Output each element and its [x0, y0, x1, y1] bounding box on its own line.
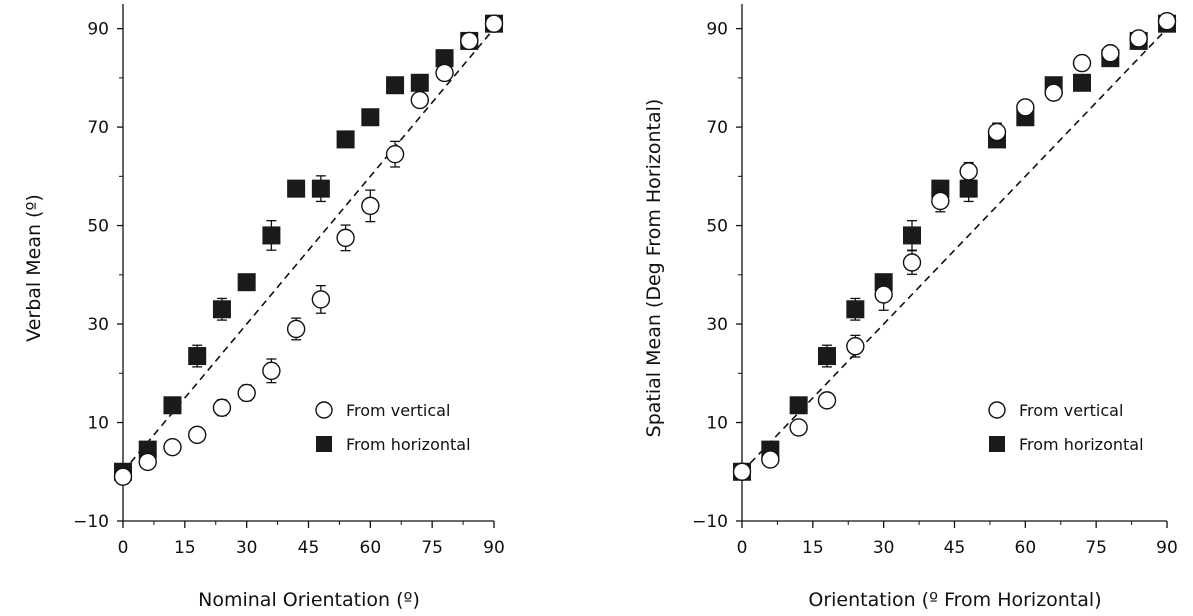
data-point-circle	[846, 337, 865, 356]
data-point-circle	[817, 391, 837, 410]
y-tick-label: 90	[87, 20, 109, 40]
data-point-circle	[1016, 98, 1035, 117]
x-tick-label: 30	[873, 538, 895, 558]
x-axis-label: Nominal Orientation (º)	[198, 589, 420, 611]
x-tick-label: 0	[737, 538, 748, 558]
data-point-square	[212, 300, 231, 319]
legend: From vertical From horizontal	[315, 401, 471, 454]
data-point-circle	[262, 361, 281, 381]
data-point-circle	[187, 425, 207, 445]
data-point-circle	[163, 437, 182, 457]
x-tick-label: 75	[421, 538, 443, 558]
data-point-circle	[311, 290, 331, 309]
x-tick-label: 90	[1156, 538, 1178, 558]
verbal-mean-panel: −10 10 30 50 70 90 0 15 30 45 60 75 90 Nominal Orient…	[23, 4, 505, 611]
data-point-square	[262, 226, 281, 245]
y-tick-label: 30	[706, 315, 728, 335]
data-point-square	[789, 396, 808, 415]
data-point-square	[361, 108, 380, 127]
y-tick-label: −10	[73, 512, 109, 532]
data-point-circle	[959, 162, 978, 181]
data-point-circle	[902, 253, 922, 272]
data-point-square	[163, 396, 182, 415]
data-point-circle	[484, 14, 504, 33]
data-point-square	[846, 300, 865, 319]
y-axis-label: Verbal Mean (º)	[23, 194, 45, 342]
x-tick-label: 0	[118, 538, 129, 558]
data-point-square	[336, 130, 355, 149]
data-point-circle	[1101, 44, 1120, 63]
identity-reference-line	[741, 28, 1168, 473]
y-tick-label: −10	[692, 512, 728, 532]
data-point-square	[959, 179, 978, 198]
spatial-mean-panel: −10 10 30 50 70 90 0 15 30 45 60 75 90 Orientation (º…	[643, 4, 1178, 611]
data-point-square	[1073, 73, 1091, 92]
x-tick-label: 45	[298, 538, 320, 558]
data-point-square	[311, 179, 330, 198]
data-point-circle	[138, 452, 157, 472]
data-point-circle	[237, 383, 256, 403]
data-point-circle	[435, 63, 454, 83]
legend-label: From horizontal	[1019, 435, 1144, 454]
series-from-vertical	[113, 14, 504, 486]
legend-label: From vertical	[1019, 401, 1123, 420]
y-tick-label: 10	[706, 414, 728, 434]
y-tick-label: 90	[706, 20, 728, 40]
data-point-circle	[113, 467, 133, 486]
data-point-circle	[286, 319, 306, 339]
x-tick-label: 90	[483, 538, 505, 558]
legend-marker-square	[989, 436, 1005, 452]
data-point-circle	[761, 450, 780, 469]
x-tick-label: 15	[802, 538, 824, 558]
data-point-circle	[987, 122, 1007, 142]
data-point-circle	[1157, 12, 1177, 31]
data-point-square	[435, 49, 454, 68]
legend-label: From vertical	[346, 401, 450, 420]
x-tick-label: 45	[944, 538, 966, 558]
data-point-circle	[361, 196, 380, 216]
data-point-circle	[874, 285, 893, 304]
x-tick-label: 75	[1085, 538, 1107, 558]
data-point-circle	[1129, 29, 1148, 48]
y-tick-label: 70	[706, 118, 728, 138]
data-point-square	[903, 226, 921, 245]
data-point-circle	[732, 462, 752, 481]
data-point-circle	[336, 228, 355, 248]
x-tick-label: 15	[174, 538, 196, 558]
y-tick-label: 50	[706, 217, 728, 237]
x-axis-label: Orientation (º From Horizontal)	[808, 589, 1101, 611]
y-axis-label: Spatial Mean (Deg From Horizontal)	[643, 99, 665, 438]
data-point-circle	[1072, 53, 1092, 73]
data-point-square	[188, 347, 207, 366]
legend-label: From horizontal	[346, 435, 471, 454]
data-point-circle	[789, 418, 808, 437]
legend: From vertical From horizontal	[988, 401, 1144, 454]
identity-reference-line	[122, 28, 495, 473]
data-point-square	[386, 76, 405, 95]
legend-marker-circle	[315, 401, 333, 419]
data-point-circle	[385, 144, 405, 164]
x-tick-label: 30	[236, 538, 258, 558]
y-tick-label: 50	[87, 217, 109, 237]
data-point-square	[287, 179, 306, 198]
series-from-vertical	[732, 12, 1177, 481]
data-point-circle	[460, 31, 479, 51]
data-point-circle	[1044, 83, 1063, 102]
data-point-square	[818, 347, 836, 366]
x-tick-label: 60	[360, 538, 382, 558]
y-tick-label: 10	[87, 414, 109, 434]
data-point-square	[410, 73, 429, 92]
legend-marker-circle	[988, 401, 1006, 419]
x-tick-label: 60	[1015, 538, 1037, 558]
legend-marker-square	[316, 436, 332, 452]
data-point-square	[237, 273, 256, 292]
data-point-circle	[212, 398, 232, 417]
y-tick-label: 70	[87, 118, 109, 138]
data-point-circle	[410, 90, 429, 110]
data-point-circle	[931, 191, 950, 211]
y-tick-label: 30	[87, 315, 109, 335]
